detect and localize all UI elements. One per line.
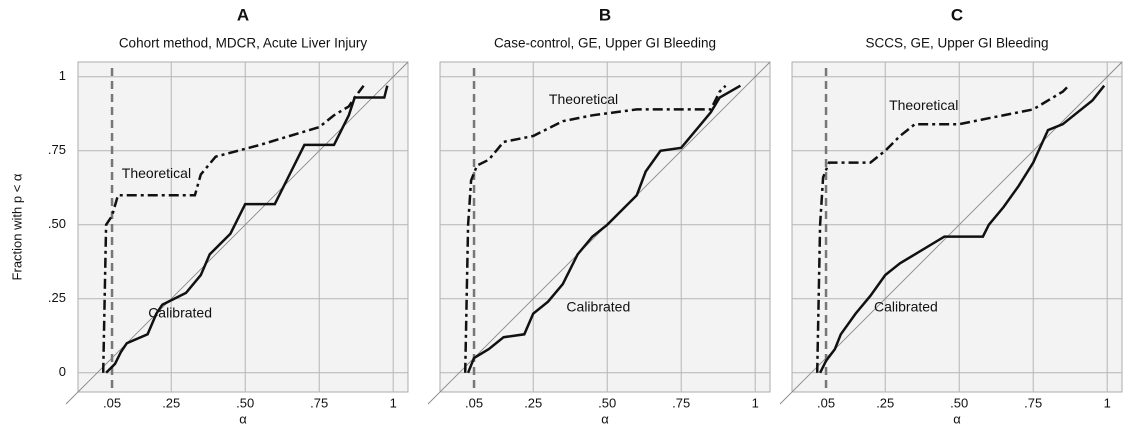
series-label: Theoretical [549, 91, 618, 107]
panel-title: B [599, 5, 611, 24]
x-axis-label: α [601, 411, 609, 426]
y-tick-label: .75 [48, 142, 66, 157]
series-line [101, 84, 365, 373]
panel-title: C [951, 5, 963, 24]
panel-title: A [237, 5, 249, 24]
y-tick-label: .50 [48, 216, 66, 231]
panel-subtitle: Cohort method, MDCR, Acute Liver Injury [119, 36, 368, 51]
series-label: Calibrated [566, 298, 630, 314]
x-tick-label: 1 [752, 395, 759, 410]
series-label: Theoretical [889, 97, 958, 113]
y-tick-label: 0 [59, 364, 66, 379]
x-tick-label: 1 [1104, 395, 1111, 410]
x-tick-label: .25 [876, 395, 894, 410]
x-axis-label: α [239, 411, 247, 426]
series-line [815, 84, 1070, 373]
x-tick-label: .50 [236, 395, 254, 410]
panel-subtitle: Case-control, GE, Upper GI Bleeding [494, 36, 716, 51]
x-tick-label: 1 [390, 395, 397, 410]
x-tick-label: .05 [817, 395, 835, 410]
series-label: Calibrated [874, 298, 938, 314]
x-tick-label: .50 [598, 395, 616, 410]
series-line [818, 84, 1106, 374]
series-line [105, 85, 389, 374]
x-tick-label: .75 [1024, 395, 1042, 410]
panel-subtitle: SCCS, GE, Upper GI Bleeding [865, 36, 1048, 51]
y-axis-label: Fraction with p < α [9, 173, 24, 280]
x-tick-label: .05 [103, 395, 121, 410]
x-tick-label: .75 [310, 395, 328, 410]
series-line [463, 84, 727, 373]
x-tick-label: .75 [672, 395, 690, 410]
x-tick-label: .50 [950, 395, 968, 410]
series-label: Calibrated [148, 304, 212, 320]
x-axis-label: α [953, 411, 961, 426]
x-tick-label: .25 [524, 395, 542, 410]
series-label: Theoretical [122, 165, 191, 181]
x-tick-label: .05 [465, 395, 483, 410]
y-tick-label: .25 [48, 290, 66, 305]
series-line [466, 84, 742, 374]
x-tick-label: .25 [162, 395, 180, 410]
y-tick-label: 1 [59, 68, 66, 83]
reference-diagonal [427, 61, 771, 405]
